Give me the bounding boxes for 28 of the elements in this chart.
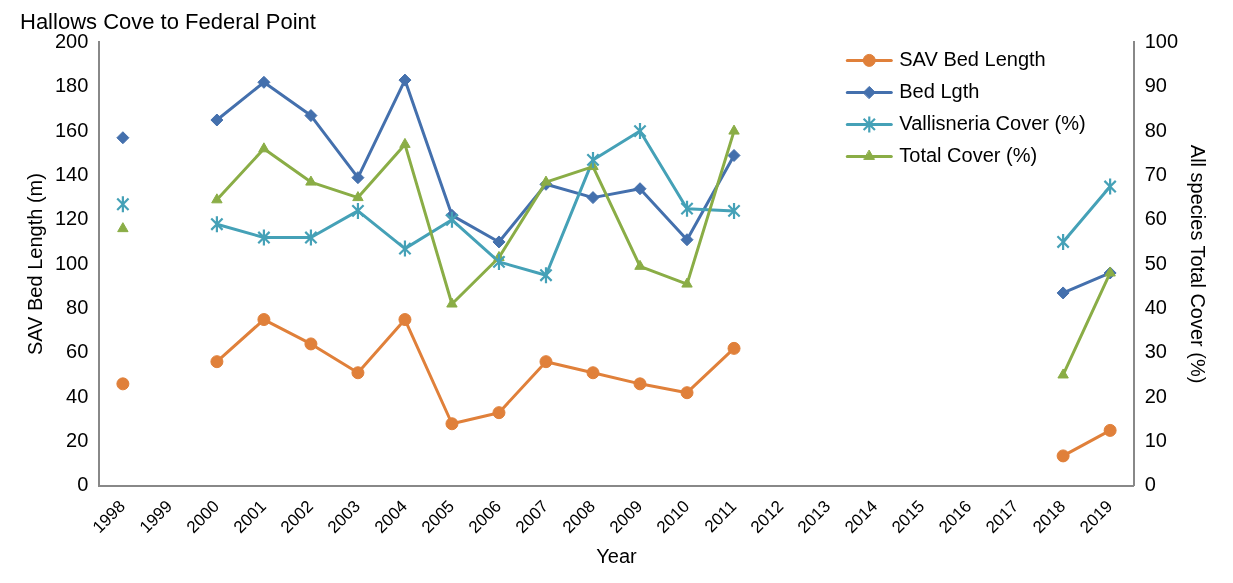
y-tick-label: 120 <box>54 207 89 230</box>
y2-tick-label: 20 <box>1144 384 1167 407</box>
legend-label: Vallisneria Cover (%) <box>899 111 1086 134</box>
y-tick-label: 80 <box>66 295 89 318</box>
y2-tick-label: 60 <box>1144 207 1167 230</box>
y2-tick-label: 100 <box>1144 29 1179 52</box>
y-axis-title: SAV Bed Length (m) <box>23 173 46 356</box>
y2-tick-label: 40 <box>1144 295 1167 318</box>
y2-tick-label: 80 <box>1144 118 1167 141</box>
y-tick-label: 60 <box>66 340 89 363</box>
y2-tick-label: 90 <box>1144 74 1167 97</box>
legend-label: Total Cover (%) <box>899 143 1038 166</box>
y-tick-label: 20 <box>66 429 89 452</box>
y-tick-label: 140 <box>54 162 89 185</box>
legend-label: SAV Bed Length <box>899 47 1046 70</box>
y2-tick-label: 0 <box>1144 473 1156 496</box>
y-tick-label: 40 <box>66 384 89 407</box>
y2-tick-label: 70 <box>1144 162 1167 185</box>
y2-tick-label: 30 <box>1144 340 1167 363</box>
y-tick-label: 180 <box>54 74 89 97</box>
legend-label: Bed Lgth <box>899 79 980 102</box>
y2-axis-title: All species Total Cover (%) <box>1187 144 1210 384</box>
y2-tick-label: 50 <box>1144 251 1167 274</box>
y-tick-label: 100 <box>54 251 89 274</box>
x-axis-title: Year <box>596 544 638 567</box>
y-tick-label: 0 <box>77 473 89 496</box>
y-tick-label: 160 <box>54 118 89 141</box>
y2-tick-label: 10 <box>1144 429 1167 452</box>
